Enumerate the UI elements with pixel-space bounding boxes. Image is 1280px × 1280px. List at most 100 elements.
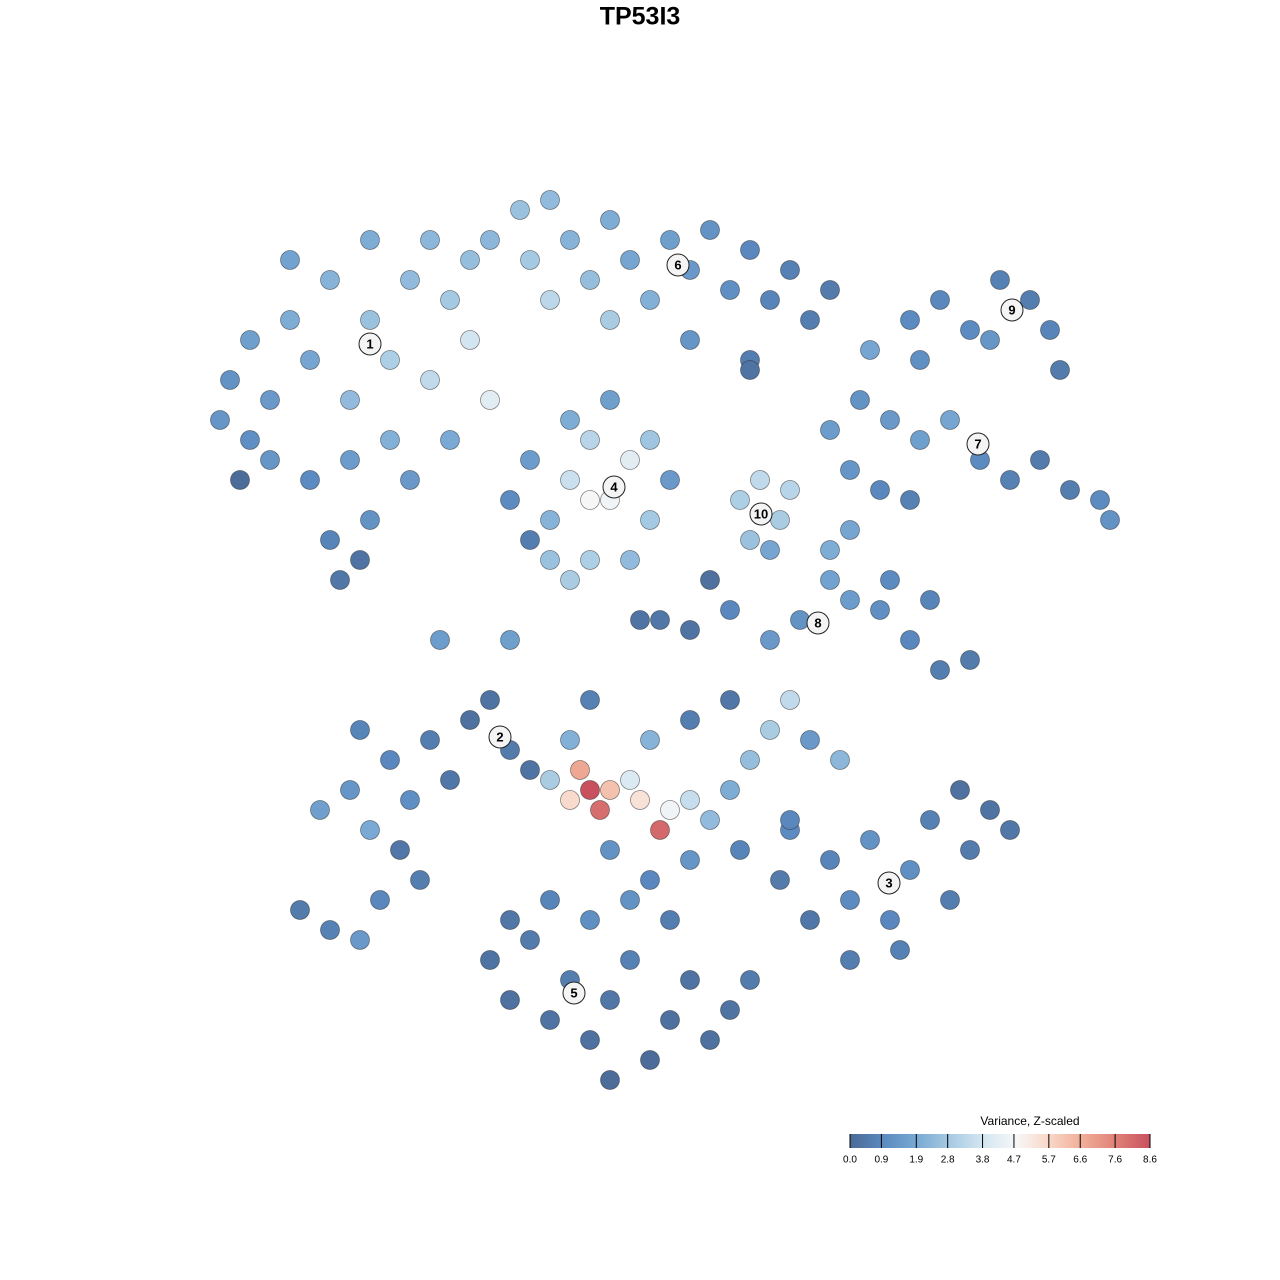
point bbox=[960, 840, 980, 860]
point bbox=[890, 940, 910, 960]
point bbox=[780, 260, 800, 280]
point bbox=[720, 690, 740, 710]
cluster-label: 9 bbox=[1008, 302, 1015, 317]
point bbox=[640, 290, 660, 310]
point bbox=[840, 950, 860, 970]
point bbox=[620, 950, 640, 970]
point bbox=[740, 750, 760, 770]
colorbar-tick-label: 1.9 bbox=[909, 1155, 923, 1166]
point bbox=[640, 510, 660, 530]
point bbox=[380, 750, 400, 770]
point bbox=[230, 470, 250, 490]
point bbox=[260, 390, 280, 410]
point bbox=[240, 430, 260, 450]
point bbox=[930, 290, 950, 310]
point bbox=[1000, 820, 1020, 840]
point bbox=[730, 840, 750, 860]
colorbar-tick-label: 0.0 bbox=[843, 1155, 857, 1166]
point bbox=[320, 530, 340, 550]
point bbox=[820, 420, 840, 440]
point bbox=[880, 570, 900, 590]
point bbox=[330, 570, 350, 590]
point bbox=[580, 430, 600, 450]
point bbox=[600, 840, 620, 860]
point bbox=[840, 460, 860, 480]
point bbox=[280, 250, 300, 270]
point bbox=[1060, 480, 1080, 500]
point bbox=[460, 330, 480, 350]
point bbox=[540, 770, 560, 790]
point bbox=[350, 550, 370, 570]
point bbox=[760, 290, 780, 310]
point bbox=[660, 470, 680, 490]
point bbox=[700, 220, 720, 240]
point bbox=[370, 890, 390, 910]
point bbox=[900, 310, 920, 330]
point bbox=[640, 870, 660, 890]
point bbox=[420, 370, 440, 390]
point bbox=[400, 470, 420, 490]
point bbox=[990, 270, 1010, 290]
cluster-label: 6 bbox=[674, 257, 681, 272]
colorbar-tick-label: 4.7 bbox=[1007, 1155, 1021, 1166]
point bbox=[560, 790, 580, 810]
point bbox=[560, 730, 580, 750]
point bbox=[340, 450, 360, 470]
point bbox=[260, 450, 280, 470]
colorbar-tick-label: 6.6 bbox=[1073, 1155, 1087, 1166]
point bbox=[310, 800, 330, 820]
point bbox=[210, 410, 230, 430]
point bbox=[620, 890, 640, 910]
point bbox=[680, 970, 700, 990]
point bbox=[940, 890, 960, 910]
cluster-label-badge bbox=[488, 725, 512, 749]
point bbox=[740, 240, 760, 260]
point bbox=[1050, 360, 1070, 380]
point bbox=[500, 990, 520, 1010]
point bbox=[540, 510, 560, 530]
point bbox=[290, 900, 310, 920]
point bbox=[440, 290, 460, 310]
cluster-label-badge bbox=[562, 981, 586, 1005]
point bbox=[480, 230, 500, 250]
point bbox=[750, 470, 770, 490]
point bbox=[730, 490, 750, 510]
point bbox=[520, 530, 540, 550]
point bbox=[360, 820, 380, 840]
cluster-label-badge bbox=[666, 253, 690, 277]
point bbox=[600, 1070, 620, 1090]
point bbox=[940, 410, 960, 430]
point bbox=[410, 870, 430, 890]
point bbox=[680, 790, 700, 810]
point bbox=[360, 510, 380, 530]
point bbox=[580, 550, 600, 570]
point bbox=[780, 810, 800, 830]
point bbox=[300, 350, 320, 370]
cluster-label: 10 bbox=[754, 506, 768, 521]
point bbox=[860, 340, 880, 360]
point bbox=[320, 920, 340, 940]
point bbox=[380, 430, 400, 450]
point bbox=[390, 840, 410, 860]
point bbox=[630, 790, 650, 810]
point bbox=[900, 860, 920, 880]
point bbox=[820, 850, 840, 870]
point bbox=[780, 690, 800, 710]
point bbox=[500, 490, 520, 510]
point bbox=[910, 350, 930, 370]
point bbox=[900, 630, 920, 650]
point bbox=[520, 760, 540, 780]
cluster-label-badge bbox=[877, 871, 901, 895]
cluster-label: 2 bbox=[496, 729, 503, 744]
point bbox=[790, 610, 810, 630]
point bbox=[620, 250, 640, 270]
point bbox=[460, 710, 480, 730]
legend-title: Variance, Z-scaled bbox=[980, 1114, 1079, 1128]
point bbox=[640, 430, 660, 450]
point bbox=[600, 990, 620, 1010]
point bbox=[840, 520, 860, 540]
point bbox=[1090, 490, 1110, 510]
cluster-label-badge bbox=[806, 611, 830, 635]
point bbox=[740, 360, 760, 380]
point bbox=[660, 230, 680, 250]
